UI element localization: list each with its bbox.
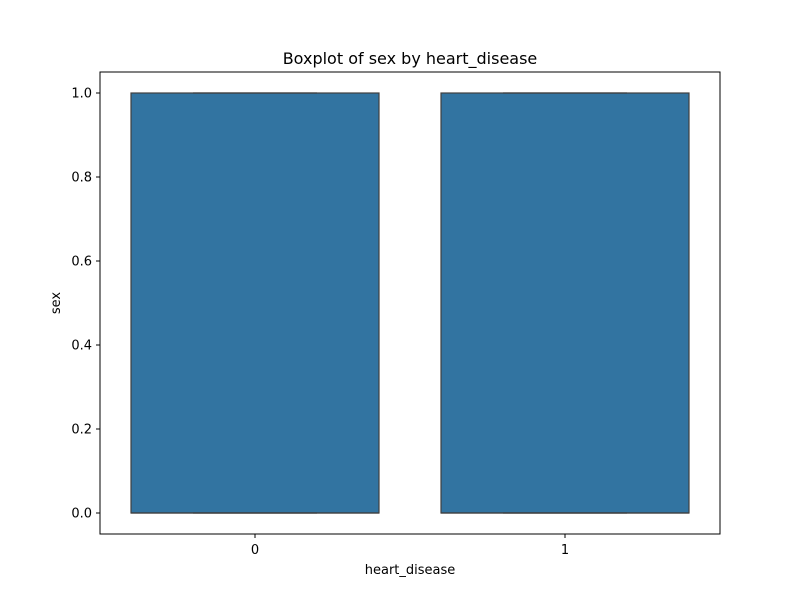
x-tick-label: 0: [251, 543, 259, 558]
box-group-1: [440, 92, 690, 514]
x-axis-label: heart_disease: [365, 563, 456, 578]
y-tick-label: 0.0: [71, 507, 92, 522]
x-tick-label: 1: [561, 543, 569, 558]
y-tick-label: 0.4: [71, 339, 92, 354]
box-group-0: [130, 92, 380, 514]
box-1: [440, 92, 690, 514]
plot-area-frame: [99, 71, 721, 535]
y-tick-label: 0.6: [71, 255, 92, 270]
boxes-layer: [130, 92, 690, 514]
chart-title: Boxplot of sex by heart_disease: [283, 49, 538, 69]
y-tick-label: 0.8: [71, 171, 92, 186]
y-tick-label: 0.2: [71, 423, 92, 438]
box-0: [130, 92, 380, 514]
y-axis-ticks: 0.0 0.2 0.4 0.6 0.8 1.0: [71, 87, 100, 522]
y-tick-label: 1.0: [71, 87, 92, 102]
y-axis-label: sex: [49, 292, 64, 315]
